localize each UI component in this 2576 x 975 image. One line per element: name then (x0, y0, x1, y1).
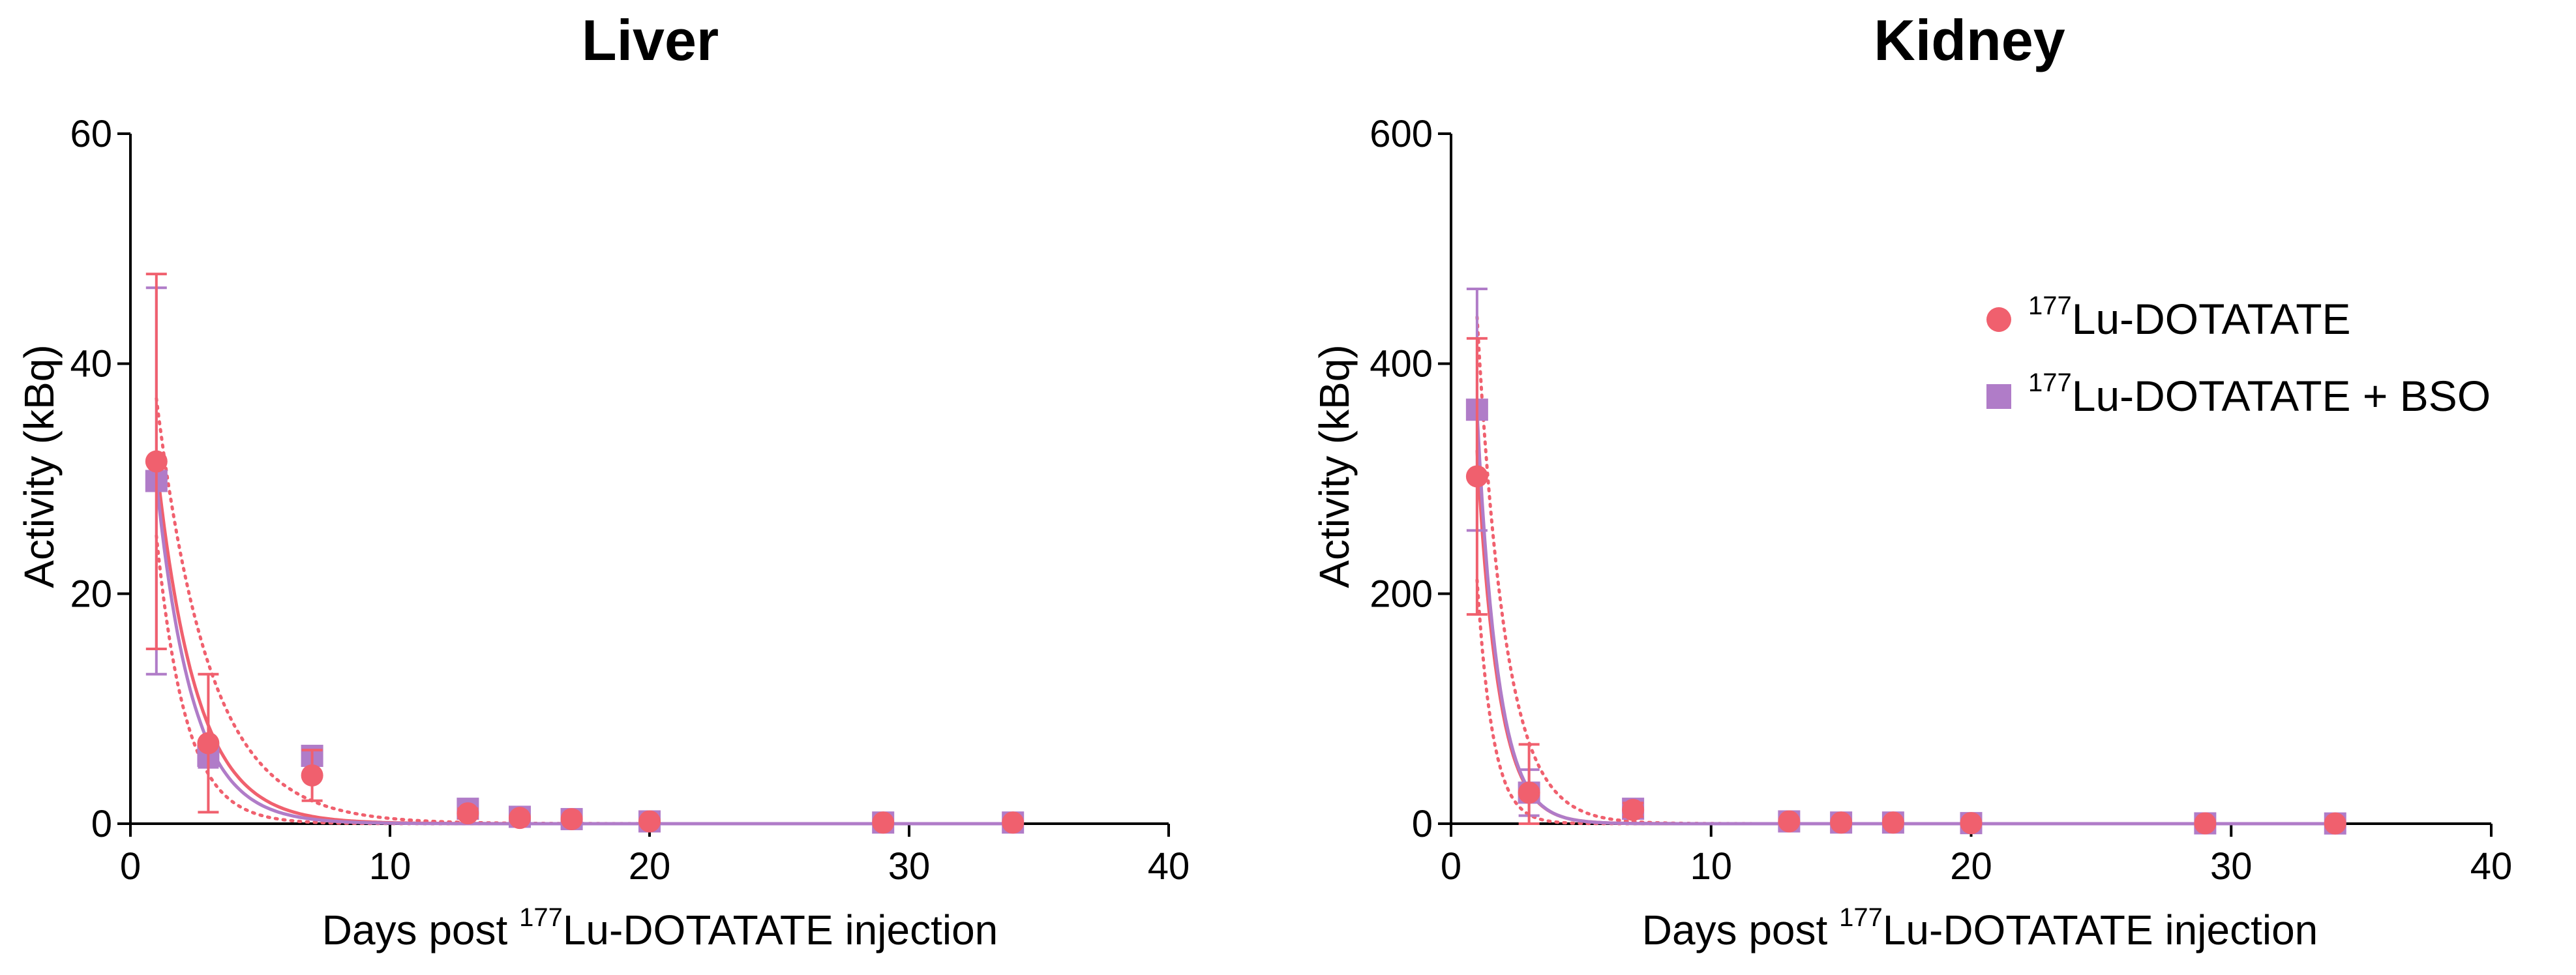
legend: 177Lu-DOTATATE 177Lu-DOTATATE + BSO (1986, 292, 2491, 420)
liver-point-circle (1002, 811, 1025, 834)
kidney-panel: Kidney Activity (kBq) Days post 177Lu-DO… (1311, 8, 2512, 953)
liver-y-tick-label: 40 (70, 343, 112, 385)
liver-point-circle (145, 450, 168, 473)
kidney-x-tick-label: 20 (1950, 845, 1992, 888)
liver-point-circle (560, 807, 583, 830)
kidney-xlabel-prefix: Days post (1642, 907, 1839, 953)
liver-x-tick-label: 10 (369, 845, 412, 888)
legend-marker-square (1986, 384, 2011, 409)
liver-ci-upper (155, 534, 1012, 826)
kidney-point-circle (1881, 811, 1904, 834)
legend-marker-circle (1986, 307, 2011, 332)
kidney-xlabel-suffix: Lu-DOTATATE injection (1883, 907, 2318, 953)
kidney-point-circle (1960, 812, 1983, 835)
kidney-y-tick-label: 200 (1370, 573, 1433, 615)
legend-entry-1: 177Lu-DOTATATE (2028, 292, 2351, 343)
liver-fit-curve (155, 462, 1011, 826)
kidney-point-circle (1830, 811, 1853, 834)
liver-x-tick-label: 30 (888, 845, 931, 888)
liver-fit-curve (155, 481, 1011, 826)
kidney-fit-curve (1475, 450, 2333, 826)
liver-panel: Liver Activity (kBq) Days post 177Lu-DOT… (16, 8, 1190, 953)
liver-title: Liver (582, 8, 719, 72)
liver-y-axis-label: Activity (kBq) (16, 344, 63, 588)
kidney-point-circle (2324, 812, 2346, 835)
liver-xlabel-suffix: Lu-DOTATATE injection (563, 907, 998, 953)
kidney-title: Kidney (1874, 8, 2065, 72)
kidney-y-axis-label: Activity (kBq) (1311, 344, 1358, 588)
liver-xlabel-sup: 177 (519, 903, 563, 932)
legend-entry-1-label: Lu-DOTATATE (2072, 295, 2351, 343)
liver-x-tick-label: 20 (629, 845, 671, 888)
kidney-x-tick-label: 30 (2210, 845, 2253, 888)
liver-point-circle (301, 764, 323, 787)
liver-x-tick-label: 0 (120, 845, 141, 888)
liver-point-circle (638, 810, 661, 833)
kidney-fit-curve (1475, 412, 2333, 826)
kidney-x-axis-label: Days post 177Lu-DOTATATE injection (1642, 903, 2318, 953)
kidney-y-tick-label: 600 (1370, 113, 1433, 155)
liver-point-circle (872, 811, 895, 834)
kidney-point-circle (1518, 781, 1540, 804)
liver-x-axis-label: Days post 177Lu-DOTATATE injection (322, 903, 998, 953)
liver-y-tick-label: 60 (70, 113, 112, 155)
liver-x-tick-label: 40 (1148, 845, 1190, 888)
kidney-ci-upper (1475, 578, 2335, 826)
kidney-x-tick-label: 40 (2470, 845, 2513, 888)
kidney-x-tick-label: 10 (1690, 845, 1732, 888)
liver-y-tick-label: 0 (91, 803, 112, 845)
legend-entry-1-sup: 177 (2028, 292, 2072, 320)
liver-xlabel-prefix: Days post (322, 907, 519, 953)
legend-entry-2: 177Lu-DOTATATE + BSO (2028, 368, 2491, 420)
liver-point-circle (457, 802, 479, 825)
kidney-point-circle (2194, 812, 2217, 835)
kidney-xlabel-sup: 177 (1839, 903, 1883, 932)
kidney-point-circle (1622, 798, 1645, 821)
liver-point-circle (197, 732, 220, 755)
kidney-point-circle (1465, 465, 1488, 488)
kidney-y-tick-label: 0 (1412, 803, 1433, 845)
legend-entry-2-label: Lu-DOTATATE + BSO (2072, 372, 2491, 420)
kidney-y-tick-label: 400 (1370, 343, 1433, 385)
kidney-x-tick-label: 0 (1441, 845, 1461, 888)
liver-y-tick-label: 20 (70, 573, 112, 615)
liver-ci-lower (155, 397, 1012, 826)
kidney-point-circle (1778, 810, 1801, 833)
liver-point-circle (509, 807, 531, 830)
legend-entry-2-sup: 177 (2028, 368, 2072, 397)
